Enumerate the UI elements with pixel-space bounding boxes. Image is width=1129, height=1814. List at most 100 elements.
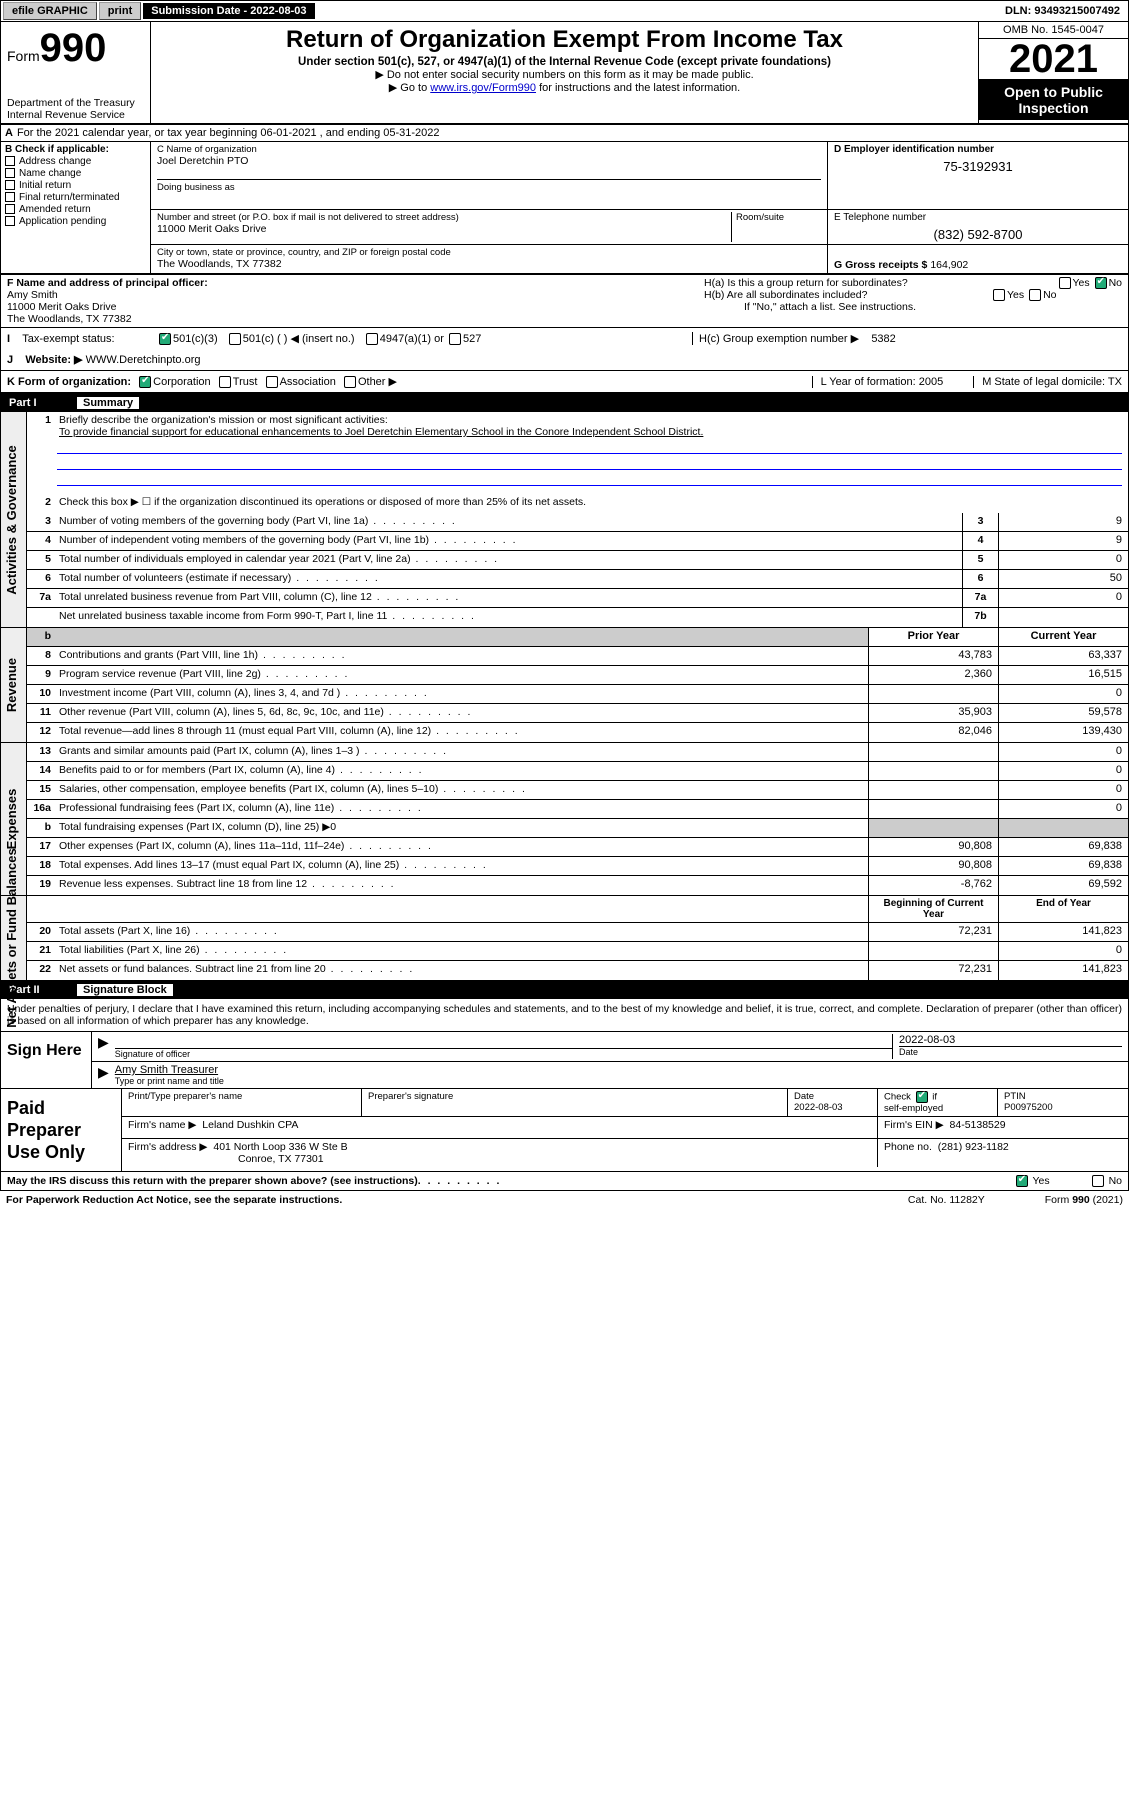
k-assoc[interactable]: Association bbox=[280, 376, 336, 388]
prep-date: 2022-08-03 bbox=[794, 1102, 843, 1113]
part-i-header: Part I Summary bbox=[0, 394, 1129, 412]
tax-year: 2021 bbox=[979, 39, 1128, 80]
box-h: H(a) Is this a group return for subordin… bbox=[698, 275, 1128, 327]
net-row-22: 22 Net assets or fund balances. Subtract… bbox=[27, 961, 1128, 980]
box-f: F Name and address of principal officer:… bbox=[1, 275, 698, 327]
501c3[interactable]: 501(c)(3) bbox=[173, 333, 218, 345]
row-i: I Tax-exempt status: 501(c)(3) 501(c) ( … bbox=[0, 328, 1129, 349]
k-other[interactable]: Other ▶ bbox=[358, 375, 397, 388]
city-value: The Woodlands, TX 77382 bbox=[157, 258, 821, 270]
sig-officer-label: Signature of officer bbox=[115, 1048, 892, 1059]
paid-preparer-label: Paid Preparer Use Only bbox=[1, 1089, 121, 1171]
h-a: H(a) Is this a group return for subordin… bbox=[704, 277, 908, 289]
pra-notice: For Paperwork Reduction Act Notice, see … bbox=[6, 1194, 342, 1206]
street-address: 11000 Merit Oaks Drive bbox=[157, 223, 731, 235]
col-end-year: End of Year bbox=[998, 896, 1128, 922]
q1-value: To provide financial support for educati… bbox=[59, 426, 703, 438]
gov-row-7b: Net unrelated business taxable income fr… bbox=[27, 608, 1128, 627]
declaration: Under penalties of perjury, I declare th… bbox=[0, 999, 1129, 1032]
part-i-label: Part I bbox=[9, 397, 79, 409]
firm-addr2: Conroe, TX 77301 bbox=[238, 1153, 324, 1165]
officer-label: F Name and address of principal officer: bbox=[7, 277, 692, 289]
501c[interactable]: 501(c) ( ) ◀ (insert no.) bbox=[243, 332, 355, 345]
b-address-change[interactable]: Address change bbox=[19, 156, 91, 167]
part-i-netassets: Net Assets or Fund Balances Beginning of… bbox=[0, 896, 1129, 981]
q1-label: Briefly describe the organization's miss… bbox=[59, 414, 388, 426]
gov-row-5: 5 Total number of individuals employed i… bbox=[27, 551, 1128, 570]
website-label: Website: ▶ bbox=[25, 353, 82, 366]
box-c-addr: Number and street (or P.O. box if mail i… bbox=[151, 210, 828, 244]
irs-link[interactable]: www.irs.gov/Form990 bbox=[430, 82, 536, 94]
gov-row-7a: 7a Total unrelated business revenue from… bbox=[27, 589, 1128, 608]
prep-date-label: Date bbox=[794, 1091, 814, 1102]
otp-1: Open to Public bbox=[1004, 84, 1103, 100]
b-name-change[interactable]: Name change bbox=[19, 168, 81, 179]
efile-button[interactable]: efile GRAPHIC bbox=[3, 2, 97, 20]
4947[interactable]: 4947(a)(1) or bbox=[380, 333, 444, 345]
exp-row-17: 17 Other expenses (Part IX, column (A), … bbox=[27, 838, 1128, 857]
vlabel-netassets: Net Assets or Fund Balances bbox=[1, 896, 27, 980]
b-initial[interactable]: Initial return bbox=[19, 180, 71, 191]
discuss-row: May the IRS discuss this return with the… bbox=[0, 1172, 1129, 1191]
year-formation: L Year of formation: 2005 bbox=[812, 376, 944, 388]
527[interactable]: 527 bbox=[463, 333, 481, 345]
h-c-label: H(c) Group exemption number ▶ bbox=[699, 333, 859, 345]
prep-name-label: Print/Type preparer's name bbox=[122, 1089, 362, 1116]
firm-phone-label: Phone no. bbox=[884, 1141, 932, 1153]
part-ii-header: Part II Signature Block bbox=[0, 981, 1129, 999]
dept-irs: Internal Revenue Service bbox=[7, 109, 144, 121]
ptin-value: P00975200 bbox=[1004, 1102, 1053, 1113]
net-row-21: 21 Total liabilities (Part X, line 26) 0 bbox=[27, 942, 1128, 961]
submission-date: Submission Date - 2022-08-03 bbox=[143, 3, 314, 19]
tax-year-range: For the 2021 calendar year, or tax year … bbox=[17, 127, 440, 139]
row-fh: F Name and address of principal officer:… bbox=[0, 275, 1129, 328]
ein-label: D Employer identification number bbox=[834, 144, 1122, 155]
otp-2: Inspection bbox=[1018, 100, 1088, 116]
cat-no: Cat. No. 11282Y bbox=[908, 1194, 985, 1206]
ha-no[interactable]: No bbox=[1109, 277, 1122, 289]
dba-label: Doing business as bbox=[157, 179, 821, 193]
rev-row-9: 9 Program service revenue (Part VIII, li… bbox=[27, 666, 1128, 685]
row-klm: K Form of organization: Corporation Trus… bbox=[0, 371, 1129, 394]
b-final[interactable]: Final return/terminated bbox=[19, 192, 120, 203]
discuss-no[interactable]: No bbox=[1109, 1175, 1122, 1187]
k-corp[interactable]: Corporation bbox=[153, 376, 210, 388]
part-i-governance: Activities & Governance 1 Briefly descri… bbox=[0, 412, 1129, 628]
discuss-yes[interactable]: Yes bbox=[1033, 1175, 1050, 1187]
tax-status-label: Tax-exempt status: bbox=[22, 333, 114, 345]
form-990: 990 bbox=[40, 26, 107, 70]
officer-addr1: 11000 Merit Oaks Drive bbox=[7, 301, 692, 313]
b-amended[interactable]: Amended return bbox=[19, 204, 91, 215]
hb-no[interactable]: No bbox=[1043, 289, 1056, 301]
org-name: Joel Deretchin PTO bbox=[157, 155, 821, 167]
prep-sig-label: Preparer's signature bbox=[362, 1089, 788, 1116]
sub3-post: for instructions and the latest informat… bbox=[536, 82, 740, 94]
hb-yes[interactable]: Yes bbox=[1007, 289, 1024, 301]
row-a: AFor the 2021 calendar year, or tax year… bbox=[0, 125, 1129, 142]
firm-name: Leland Dushkin CPA bbox=[202, 1119, 298, 1131]
k-trust[interactable]: Trust bbox=[233, 376, 258, 388]
form-title: Return of Organization Exempt From Incom… bbox=[157, 26, 972, 54]
gov-row-3: 3 Number of voting members of the govern… bbox=[27, 513, 1128, 532]
rev-row-12: 12 Total revenue—add lines 8 through 11 … bbox=[27, 723, 1128, 742]
print-button[interactable]: print bbox=[99, 2, 141, 20]
exp-row-b: b Total fundraising expenses (Part IX, c… bbox=[27, 819, 1128, 838]
entity-block: B Check if applicable: Address change Na… bbox=[0, 142, 1129, 275]
gov-row-6: 6 Total number of volunteers (estimate i… bbox=[27, 570, 1128, 589]
header-right: OMB No. 1545-0047 2021 Open to Public In… bbox=[978, 22, 1128, 123]
box-g: G Gross receipts $ 164,902 bbox=[828, 245, 1128, 273]
sign-here-block: Sign Here ▶ Signature of officer 2022-08… bbox=[0, 1032, 1129, 1089]
ha-yes[interactable]: Yes bbox=[1073, 277, 1090, 289]
officer-printed-label: Type or print name and title bbox=[115, 1076, 1122, 1086]
dln: DLN: 93493215007492 bbox=[997, 3, 1128, 19]
b-application[interactable]: Application pending bbox=[19, 216, 106, 227]
exp-row-15: 15 Salaries, other compensation, employe… bbox=[27, 781, 1128, 800]
gov-row-4: 4 Number of independent voting members o… bbox=[27, 532, 1128, 551]
paid-preparer-block: Paid Preparer Use Only Print/Type prepar… bbox=[0, 1089, 1129, 1172]
city-label: City or town, state or province, country… bbox=[157, 247, 821, 258]
form-990-footer: Form 990 (2021) bbox=[1045, 1194, 1123, 1206]
box-c-city: City or town, state or province, country… bbox=[151, 245, 828, 273]
h-b2: If "No," attach a list. See instructions… bbox=[704, 301, 1122, 313]
form-number: Form990 bbox=[7, 26, 144, 71]
dept-treasury: Department of the Treasury bbox=[7, 97, 144, 109]
